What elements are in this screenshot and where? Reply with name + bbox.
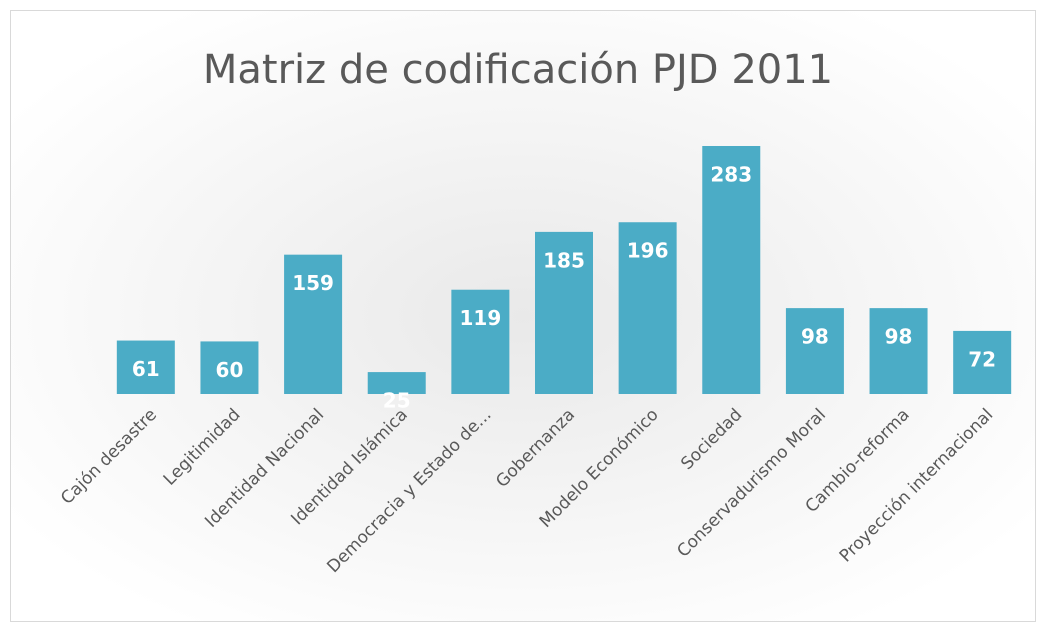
bar — [618, 222, 677, 394]
data-label: 72 — [968, 347, 996, 371]
data-label: 60 — [216, 358, 244, 382]
bar — [367, 372, 426, 394]
bar — [953, 330, 1012, 394]
bar — [869, 308, 928, 394]
data-label: 61 — [132, 357, 160, 381]
data-label: 185 — [543, 248, 585, 272]
bar — [116, 340, 175, 394]
bar — [284, 254, 343, 394]
data-label: 283 — [710, 163, 752, 187]
bar — [535, 231, 593, 394]
data-label: 159 — [292, 271, 334, 295]
data-label: 98 — [885, 325, 913, 349]
chart-title: Matriz de codificación PJD 2011 — [203, 47, 833, 93]
chart-area — [10, 10, 1036, 622]
bar — [200, 341, 259, 394]
data-label: 119 — [459, 306, 501, 330]
data-label: 25 — [383, 389, 411, 413]
data-label: 98 — [801, 325, 829, 349]
bar — [785, 308, 844, 394]
bar — [702, 146, 761, 394]
bar — [451, 289, 510, 394]
data-label: 196 — [627, 239, 669, 263]
